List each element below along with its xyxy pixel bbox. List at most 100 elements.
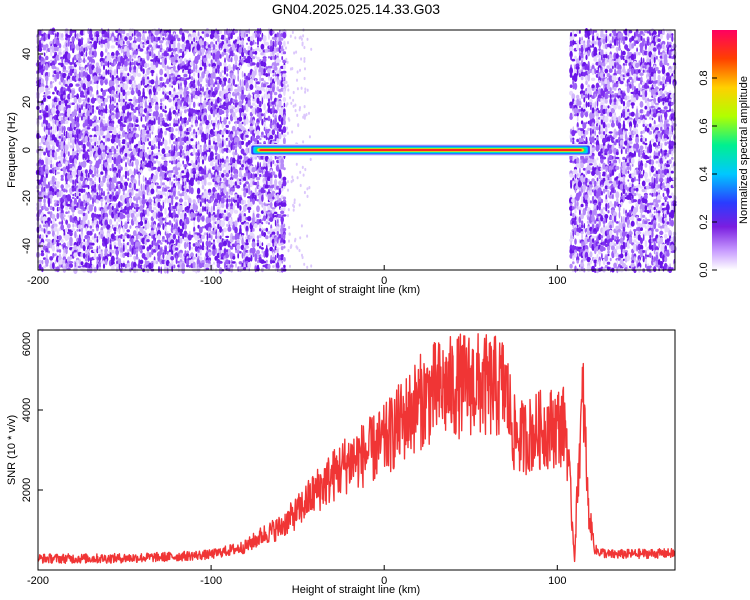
spectrogram-cell (47, 71, 51, 78)
spectrogram-cell (226, 198, 229, 204)
spectrogram-cell (162, 86, 165, 93)
spectrogram-cell (256, 235, 260, 240)
spectrogram-cell (148, 204, 152, 212)
spectrogram-cell (118, 98, 121, 103)
spectrogram-cell (164, 197, 167, 204)
spectrogram-cell (210, 87, 214, 92)
spectrogram-cell (126, 90, 131, 96)
spectrogram-cell (98, 177, 101, 183)
spectrogram-cell (120, 158, 123, 164)
spectrogram-cell (254, 50, 258, 55)
spectrogram-cell (139, 205, 144, 212)
spectrogram-cell (62, 79, 67, 86)
spectrogram-cell (77, 113, 82, 118)
spectrogram-cell (159, 113, 164, 118)
spectrogram-cell (281, 56, 284, 61)
spectrogram-cell (252, 192, 256, 197)
spectrogram-cell (242, 176, 247, 181)
spectrogram-cell (208, 173, 212, 180)
spectrogram-cell (135, 147, 139, 153)
spectrogram-cell (60, 224, 65, 231)
spectrogram-cell (89, 112, 92, 116)
spectrogram-cell (280, 246, 284, 251)
spectrogram-cell (52, 181, 55, 185)
spectrogram-cell (114, 54, 116, 60)
spectrogram-cell (225, 259, 230, 265)
spectrogram-cell (83, 173, 86, 177)
spectrogram-cell (245, 242, 249, 246)
spectrogram-cell (161, 186, 165, 194)
spectrogram-cell (75, 128, 80, 136)
spectrogram-cell (117, 169, 121, 175)
spectrogram-cell (131, 42, 134, 49)
spectrogram-cell (119, 125, 124, 132)
spectrogram-cell (124, 73, 128, 77)
spectrogram-cell (282, 214, 287, 217)
spectrogram-cell (210, 101, 213, 107)
spectrogram-cell (93, 213, 97, 219)
spectrogram-cell (269, 134, 274, 140)
spectrogram-cell (220, 197, 225, 205)
spectrogram-cell (97, 97, 102, 104)
spectrogram-cell (241, 97, 244, 104)
spectrogram-cell (254, 156, 258, 160)
spectrogram-cell (195, 134, 198, 139)
spectrogram-cell (72, 223, 75, 228)
spectrogram-cell (135, 246, 139, 250)
spectrogram-cell (55, 171, 60, 175)
spectrogram-cell (216, 137, 221, 143)
spectrogram-cell (128, 148, 133, 152)
spectrogram-cell (142, 175, 145, 183)
spectrogram-cell (126, 32, 131, 37)
spectrogram-cell (44, 129, 49, 135)
spectrogram-cell (219, 54, 222, 59)
spectrogram-cell (210, 44, 214, 48)
spectrogram-cell (63, 125, 66, 132)
spectrogram-cell (269, 188, 273, 192)
spectrogram-cell (122, 214, 126, 219)
spectrogram-cell (91, 106, 95, 114)
spectrogram-cell (142, 155, 146, 162)
spectrogram-cell (114, 36, 116, 42)
spectrogram-cell (244, 245, 250, 249)
spectrogram-cell (221, 209, 224, 214)
spectrogram-cell (122, 40, 125, 45)
spectrogram-cell (69, 256, 73, 260)
spectrogram-cell (127, 124, 130, 133)
spectrogram-cell (150, 154, 155, 162)
spectrogram-cell (239, 251, 242, 254)
spectrogram-cell (58, 235, 62, 241)
spectrogram-cell (52, 242, 55, 246)
spectrogram-cell (185, 150, 190, 157)
spectrogram-cell (278, 133, 282, 140)
spectrogram-cell (131, 190, 134, 196)
spectrogram-cell (199, 238, 203, 244)
spectrogram-cell (138, 178, 141, 187)
spectrogram-cell (236, 119, 240, 124)
spectrogram-cell (174, 94, 179, 99)
spectrogram-cell (121, 76, 126, 82)
spectrogram-cell (252, 252, 255, 258)
spectrogram-cell (216, 176, 221, 183)
spectrogram-cell (186, 120, 190, 125)
spectrogram-cell (262, 83, 267, 88)
spectrogram-cell (212, 220, 216, 227)
spectrogram-cell (215, 68, 218, 74)
spectrogram-cell (220, 220, 225, 228)
spectrogram-cell (99, 130, 104, 136)
spectrogram-cell (45, 173, 48, 179)
spectrogram-cell (268, 163, 270, 168)
spectrogram-cell (212, 159, 216, 162)
spectrogram-cell (166, 114, 170, 122)
spectrogram-cell (45, 36, 48, 41)
spectrogram-cell (84, 223, 89, 229)
spectrogram-cell (107, 254, 110, 257)
spectrogram-cell (573, 75, 578, 82)
spectrogram-cell (64, 234, 69, 241)
spectrogram-cell (208, 63, 211, 67)
spectrogram-cell (224, 29, 226, 36)
spectrogram-cell (252, 51, 256, 54)
spectrogram-cell (133, 54, 137, 59)
spectrogram-cell (139, 151, 144, 159)
spectrogram-cell (181, 43, 185, 49)
